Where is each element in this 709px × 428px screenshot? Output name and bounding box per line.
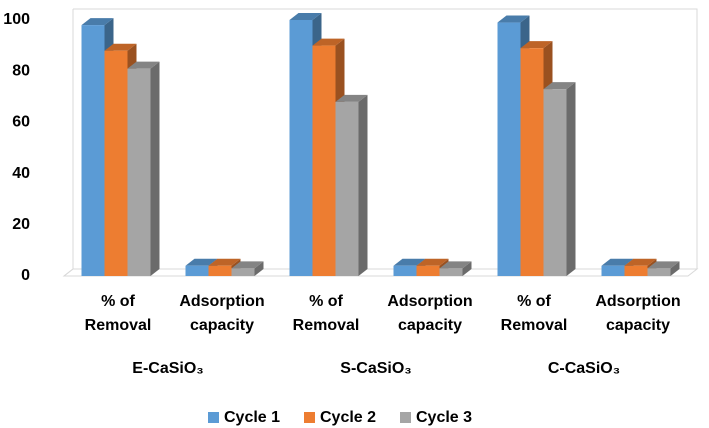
bar-top bbox=[104, 43, 137, 51]
y-tick-label: 60 bbox=[12, 114, 30, 131]
bar-top bbox=[335, 94, 368, 102]
bar bbox=[520, 48, 544, 276]
bar bbox=[185, 265, 209, 276]
bar-top bbox=[289, 13, 322, 20]
bar-top bbox=[393, 258, 426, 266]
bar-top bbox=[416, 258, 449, 266]
bar-top bbox=[520, 41, 553, 49]
bar bbox=[393, 265, 417, 276]
group-label: S-CaSiO₃ bbox=[340, 360, 411, 377]
bar-top bbox=[127, 61, 160, 69]
x-tick-label: Adsorption capacity bbox=[179, 293, 265, 334]
legend-swatch bbox=[400, 412, 411, 423]
y-tick-label: 80 bbox=[12, 62, 30, 79]
legend-swatch bbox=[304, 412, 315, 423]
x-tick-label: Adsorption capacity bbox=[387, 293, 473, 334]
bar-top bbox=[624, 258, 657, 266]
legend-label: Cycle 1 bbox=[224, 409, 280, 426]
bar bbox=[624, 265, 648, 276]
bar bbox=[416, 265, 440, 276]
x-tick-label: Adsorption capacity bbox=[595, 293, 681, 334]
bar bbox=[335, 101, 359, 276]
bar bbox=[289, 20, 313, 276]
bar-top bbox=[185, 258, 218, 266]
bar-side bbox=[254, 261, 264, 276]
bar bbox=[647, 268, 671, 276]
bar-side bbox=[358, 94, 368, 276]
y-tick-label: 40 bbox=[12, 165, 30, 182]
bar bbox=[497, 22, 521, 277]
bar-top bbox=[312, 38, 345, 46]
bar bbox=[601, 265, 625, 276]
bar-top bbox=[81, 18, 114, 26]
x-tick-label: % of Removal bbox=[84, 293, 152, 334]
bar-top bbox=[601, 258, 634, 266]
y-tick-label: 100 bbox=[3, 11, 30, 28]
bar bbox=[312, 45, 336, 276]
bar bbox=[231, 268, 255, 276]
bar-top bbox=[647, 261, 680, 269]
bar bbox=[543, 89, 567, 277]
bar bbox=[208, 265, 232, 276]
bar-side bbox=[462, 261, 472, 276]
bar bbox=[127, 68, 151, 276]
bar-top bbox=[543, 82, 576, 90]
bar bbox=[104, 50, 128, 276]
x-tick-label: % of Removal bbox=[292, 293, 360, 334]
group-label: E-CaSiO₃ bbox=[132, 360, 203, 377]
bar-side bbox=[670, 261, 680, 276]
bar-top bbox=[497, 15, 530, 23]
floor bbox=[62, 268, 699, 277]
x-tick-label: % of Removal bbox=[500, 293, 568, 334]
legend-label: Cycle 3 bbox=[416, 409, 472, 426]
back-wall bbox=[73, 8, 698, 269]
legend-label: Cycle 2 bbox=[320, 409, 376, 426]
legend-swatch bbox=[208, 412, 219, 423]
back-wall bbox=[63, 9, 74, 277]
bar-top bbox=[208, 258, 241, 266]
bar bbox=[439, 268, 463, 276]
bar-side bbox=[150, 61, 160, 276]
bar-top bbox=[439, 261, 472, 269]
bar-top bbox=[231, 261, 264, 269]
bar bbox=[81, 25, 105, 277]
bar-side bbox=[566, 82, 576, 277]
y-tick-label: 20 bbox=[12, 216, 30, 233]
group-label: C-CaSiO₃ bbox=[548, 360, 620, 377]
y-tick-label: 0 bbox=[21, 267, 30, 284]
